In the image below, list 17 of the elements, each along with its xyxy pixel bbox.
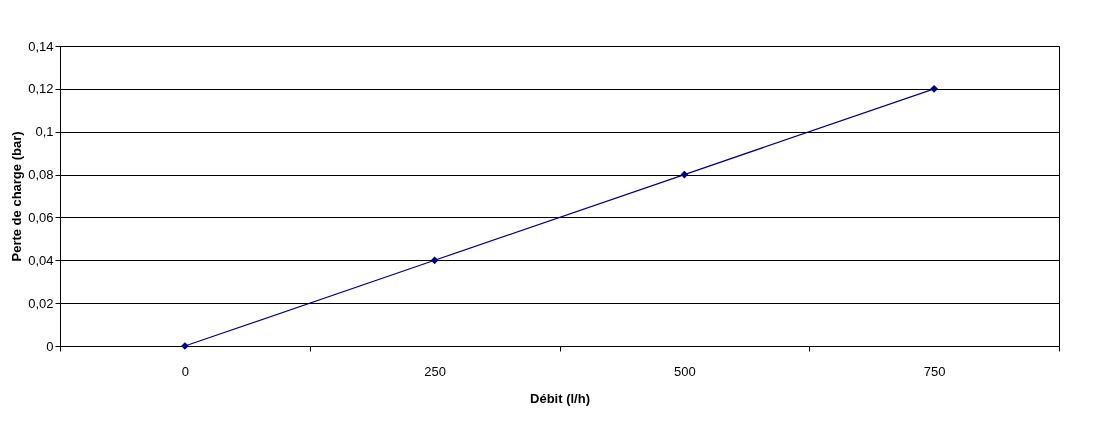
point xyxy=(430,256,439,265)
x-tick-label: 0 xyxy=(181,363,189,379)
x-tick-label: 750 xyxy=(923,363,946,379)
y-tick-label: 0,02 xyxy=(28,295,54,311)
y-tick-label: 0,1 xyxy=(35,124,54,140)
y-tick-label: 0,08 xyxy=(28,167,54,183)
y-axis-title: Perte de charge (bar) xyxy=(9,131,25,262)
y-tick-label: 0,14 xyxy=(28,38,54,54)
point xyxy=(930,84,938,93)
y-tick-label: 0,06 xyxy=(28,209,54,225)
y-tick-label: 0,12 xyxy=(28,81,54,97)
x-tick-label: 500 xyxy=(674,363,696,379)
x-axis-title: Débit (l/h) xyxy=(530,390,590,406)
y-tick-label: 0,04 xyxy=(28,252,54,268)
point xyxy=(680,170,689,179)
x-tick-label: 250 xyxy=(424,363,446,379)
y-tick-label: 0 xyxy=(46,338,54,354)
